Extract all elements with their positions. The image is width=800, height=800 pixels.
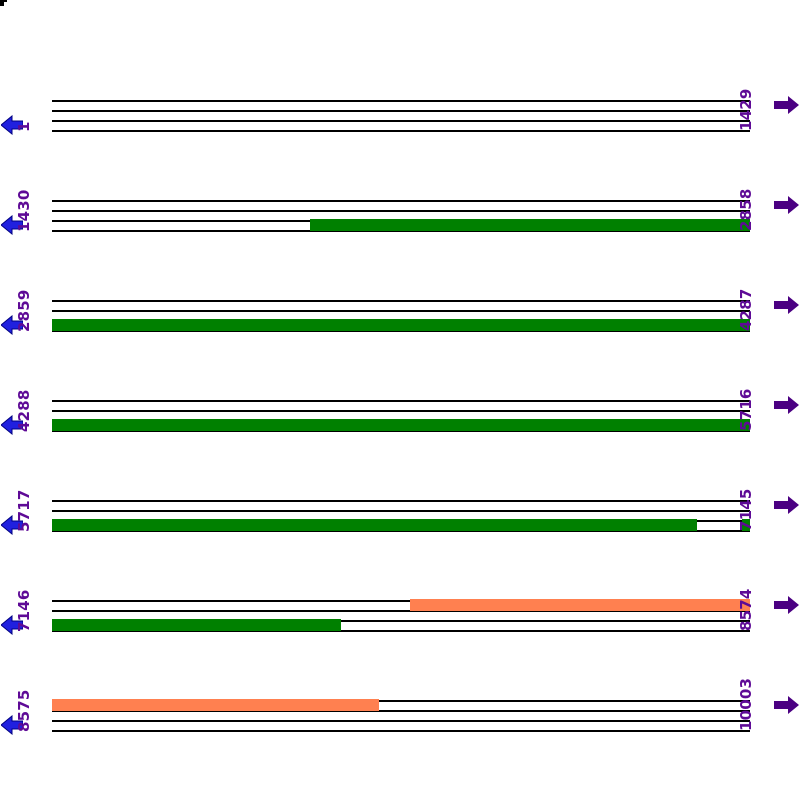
right-arrow-icon — [774, 196, 799, 214]
guide-line — [52, 500, 750, 502]
guide-line — [52, 710, 750, 712]
green-feature-segment — [741, 519, 750, 531]
corner-artifact — [0, 0, 7, 6]
row-start-coordinate-label: 2859 — [15, 289, 33, 332]
guide-line — [52, 100, 750, 102]
row-end-coordinate-label: 4287 — [737, 288, 755, 331]
left-arrow-icon — [1, 415, 23, 435]
right-arrow-icon — [774, 296, 799, 314]
guide-line — [52, 730, 750, 732]
left-arrow-icon — [1, 215, 23, 235]
guide-line — [52, 630, 750, 632]
guide-line — [52, 200, 750, 202]
map-row: 1 1429 — [0, 80, 800, 152]
row-start-coordinate-label: 1430 — [15, 189, 33, 232]
green-feature-segment — [52, 319, 750, 331]
guide-line — [52, 600, 750, 602]
row-start-coordinate-label: 5717 — [15, 489, 33, 532]
map-row: 5717 7145 — [0, 480, 800, 552]
guide-line — [52, 720, 750, 722]
guide-line — [52, 610, 750, 612]
guide-line — [52, 110, 750, 112]
map-row: 8575 10003 — [0, 677, 800, 752]
guide-line — [52, 130, 750, 132]
row-end-coordinate-label: 5716 — [737, 388, 755, 431]
right-arrow-icon — [774, 596, 799, 614]
guide-line — [52, 310, 750, 312]
guide-line — [52, 700, 750, 702]
guide-line — [52, 510, 750, 512]
map-row: 4288 5716 — [0, 380, 800, 452]
row-end-coordinate-label: 7145 — [737, 488, 755, 531]
map-row: 7146 8574 — [0, 580, 800, 652]
row-end-coordinate-label: 10003 — [737, 677, 755, 731]
green-feature-segment — [52, 519, 697, 531]
guide-line — [52, 210, 750, 212]
row-start-coordinate-label: 1 — [15, 121, 33, 132]
row-start-coordinate-label: 8575 — [15, 689, 33, 732]
row-end-coordinate-label: 2858 — [737, 188, 755, 231]
right-arrow-icon — [774, 396, 799, 414]
right-arrow-icon — [774, 696, 799, 714]
map-row: 2859 4287 — [0, 280, 800, 352]
guide-line — [52, 400, 750, 402]
green-feature-segment — [52, 619, 341, 631]
green-feature-segment — [310, 219, 750, 231]
left-arrow-icon — [1, 515, 23, 535]
left-arrow-icon — [1, 115, 23, 135]
right-arrow-icon — [774, 496, 799, 514]
left-arrow-icon — [1, 315, 23, 335]
guide-line — [52, 410, 750, 412]
guide-line — [52, 620, 750, 622]
right-arrow-icon — [774, 96, 799, 114]
orange-feature-segment — [52, 699, 379, 711]
guide-line — [52, 120, 750, 122]
map-row: 1430 2858 — [0, 180, 800, 252]
row-end-coordinate-label: 8574 — [737, 588, 755, 631]
row-start-coordinate-label: 4288 — [15, 389, 33, 432]
left-arrow-icon — [1, 615, 23, 635]
guide-line — [52, 300, 750, 302]
row-start-coordinate-label: 7146 — [15, 589, 33, 632]
green-feature-segment — [52, 419, 750, 431]
orange-feature-segment — [410, 599, 750, 611]
row-end-coordinate-label: 1429 — [737, 88, 755, 131]
left-arrow-icon — [1, 715, 23, 735]
